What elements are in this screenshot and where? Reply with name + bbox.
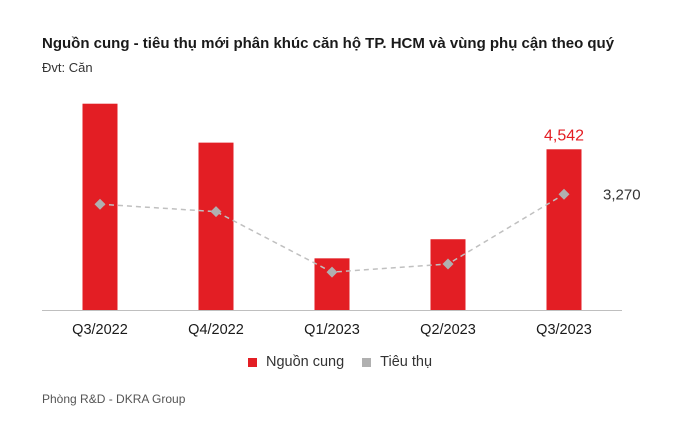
sales-point-5 xyxy=(558,188,570,200)
supply-bars xyxy=(82,103,582,310)
sales-point-1 xyxy=(94,198,106,210)
supply-bar-2 xyxy=(198,142,234,310)
x-tick-label-3: Q1/2023 xyxy=(304,322,360,338)
legend-label-sales: Tiêu thụ xyxy=(380,354,433,370)
supply-bar-4 xyxy=(430,239,466,310)
supply-bar-3 xyxy=(314,258,350,310)
x-tick-label-1: Q3/2022 xyxy=(72,322,128,338)
x-tick-labels: Q3/2022 Q4/2022 Q1/2023 Q2/2023 Q3/2023 xyxy=(72,322,592,338)
source-note: Phòng R&D - DKRA Group xyxy=(42,392,186,406)
sales-point-3 xyxy=(326,266,338,278)
legend: Nguồn cung Tiêu thụ xyxy=(0,354,680,370)
supply-data-label-5: 4,542 xyxy=(544,127,584,144)
chart-title: Nguồn cung - tiêu thụ mới phân khúc căn … xyxy=(42,35,615,52)
legend-swatch-sales xyxy=(362,357,372,367)
unit-label: Đvt: Căn xyxy=(42,60,93,75)
data-labels: 4,542 3,270 xyxy=(544,127,641,203)
supply-bar-5 xyxy=(546,149,582,310)
sales-points xyxy=(94,188,570,278)
sales-data-label-5: 3,270 xyxy=(603,186,641,203)
x-tick-label-5: Q3/2023 xyxy=(536,322,592,338)
legend-item-supply: Nguồn cung xyxy=(247,354,345,370)
legend-label-supply: Nguồn cung xyxy=(265,354,345,370)
legend-swatch-supply xyxy=(247,357,257,367)
x-tick-label-4: Q2/2023 xyxy=(420,322,476,338)
sales-point-2 xyxy=(210,206,222,218)
legend-item-sales: Tiêu thụ xyxy=(362,354,432,370)
sales-point-4 xyxy=(442,258,454,270)
x-tick-label-2: Q4/2022 xyxy=(188,322,244,338)
